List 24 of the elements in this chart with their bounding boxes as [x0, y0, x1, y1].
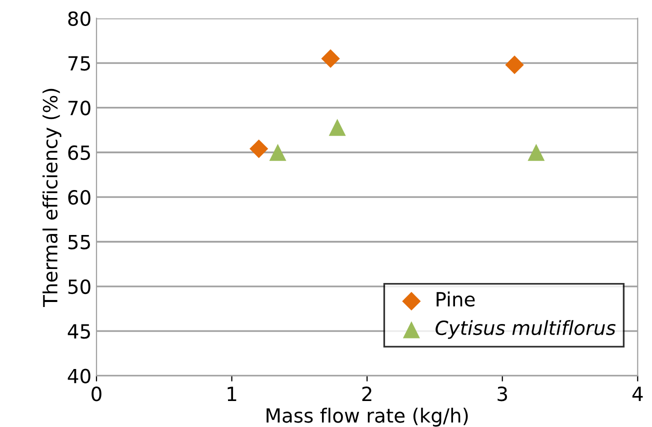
point	[528, 144, 545, 161]
y-tick-label: 50	[68, 279, 90, 294]
x-axis-title: Mass flow rate (kg/h)	[266, 408, 468, 427]
point	[269, 144, 286, 161]
y-tick-label: 55	[68, 234, 90, 250]
y-tick-label: 40	[68, 368, 90, 384]
x-tick-label: 0	[92, 386, 102, 402]
y-tick-label: 70	[68, 100, 90, 116]
point	[505, 56, 524, 74]
y-tick-label: 80	[68, 11, 90, 26]
y-tick-label: 75	[68, 56, 90, 71]
x-tick-label: 1	[228, 386, 236, 401]
legend-label: Cytisus multiflorus	[436, 320, 616, 339]
y-tick-label: 60	[68, 190, 90, 205]
x-tick-label: 4	[632, 386, 643, 401]
y-tick-label: 45	[68, 324, 90, 339]
x-tick-label: 3	[498, 386, 507, 402]
point	[321, 49, 340, 68]
point	[328, 118, 346, 136]
y-axis-title: Thermal efficiency (%)	[42, 88, 62, 307]
point	[250, 139, 268, 158]
x-tick-label: 2	[362, 386, 372, 401]
legend-label: Pine	[436, 292, 475, 307]
y-tick-label: 65	[68, 145, 90, 160]
